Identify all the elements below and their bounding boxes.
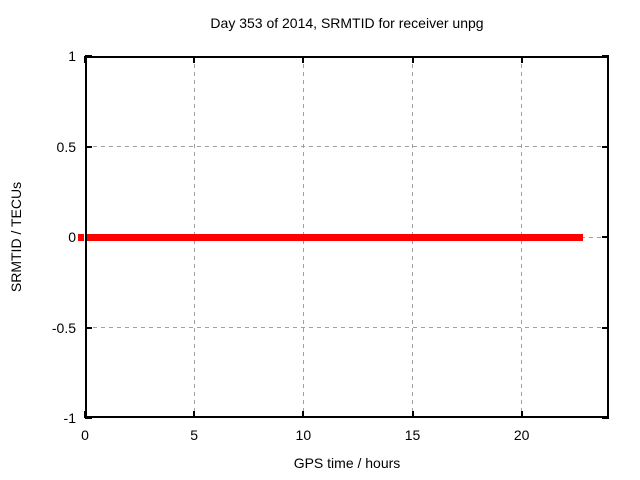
y-tick-label--1: -1 bbox=[63, 410, 76, 426]
y-tick-label--0.5: -0.5 bbox=[51, 319, 76, 336]
grid-line-y-0.5 bbox=[85, 146, 609, 147]
y-tick-label-0.5: 0.5 bbox=[56, 138, 76, 155]
x-tick-top-20 bbox=[520, 56, 523, 63]
y-tick-right--1 bbox=[602, 417, 609, 419]
x-tick-top-5 bbox=[193, 56, 196, 63]
x-tick-label-15: 15 bbox=[404, 427, 421, 443]
x-tick-label-10: 10 bbox=[295, 427, 312, 443]
grid-line-y--0.5 bbox=[85, 327, 609, 328]
x-tick-label-5: 5 bbox=[190, 427, 199, 443]
y-tick-label-0: 0 bbox=[68, 229, 76, 245]
y-tick-left-1 bbox=[85, 55, 92, 57]
chart-title: Day 353 of 2014, SRMTID for receiver unp… bbox=[210, 15, 484, 31]
x-tick-top-0 bbox=[84, 56, 86, 63]
y-tick-right--0.5 bbox=[602, 326, 609, 329]
y-tick-label-1: 1 bbox=[68, 48, 76, 64]
series-edge-dash-srmtid bbox=[78, 233, 84, 241]
x-axis-label: GPS time / hours bbox=[293, 455, 401, 471]
x-tick-label-20: 20 bbox=[513, 427, 530, 443]
x-tick-bottom-20 bbox=[520, 411, 523, 418]
x-tick-bottom-15 bbox=[411, 411, 414, 418]
y-tick-right-1 bbox=[602, 55, 609, 57]
x-tick-top-15 bbox=[411, 56, 414, 63]
x-tick-bottom-10 bbox=[302, 411, 305, 418]
x-tick-bottom-5 bbox=[193, 411, 196, 418]
x-tick-top-10 bbox=[302, 56, 305, 63]
y-tick-right-0 bbox=[602, 236, 609, 238]
series-line-srmtid bbox=[85, 233, 583, 241]
x-tick-label-0: 0 bbox=[81, 427, 89, 443]
plot-area bbox=[78, 55, 609, 419]
y-tick-right-0.5 bbox=[602, 145, 609, 148]
y-tick-left--0.5 bbox=[85, 326, 92, 329]
y-tick-left-0.5 bbox=[85, 145, 92, 148]
y-tick-left--1 bbox=[85, 417, 92, 419]
